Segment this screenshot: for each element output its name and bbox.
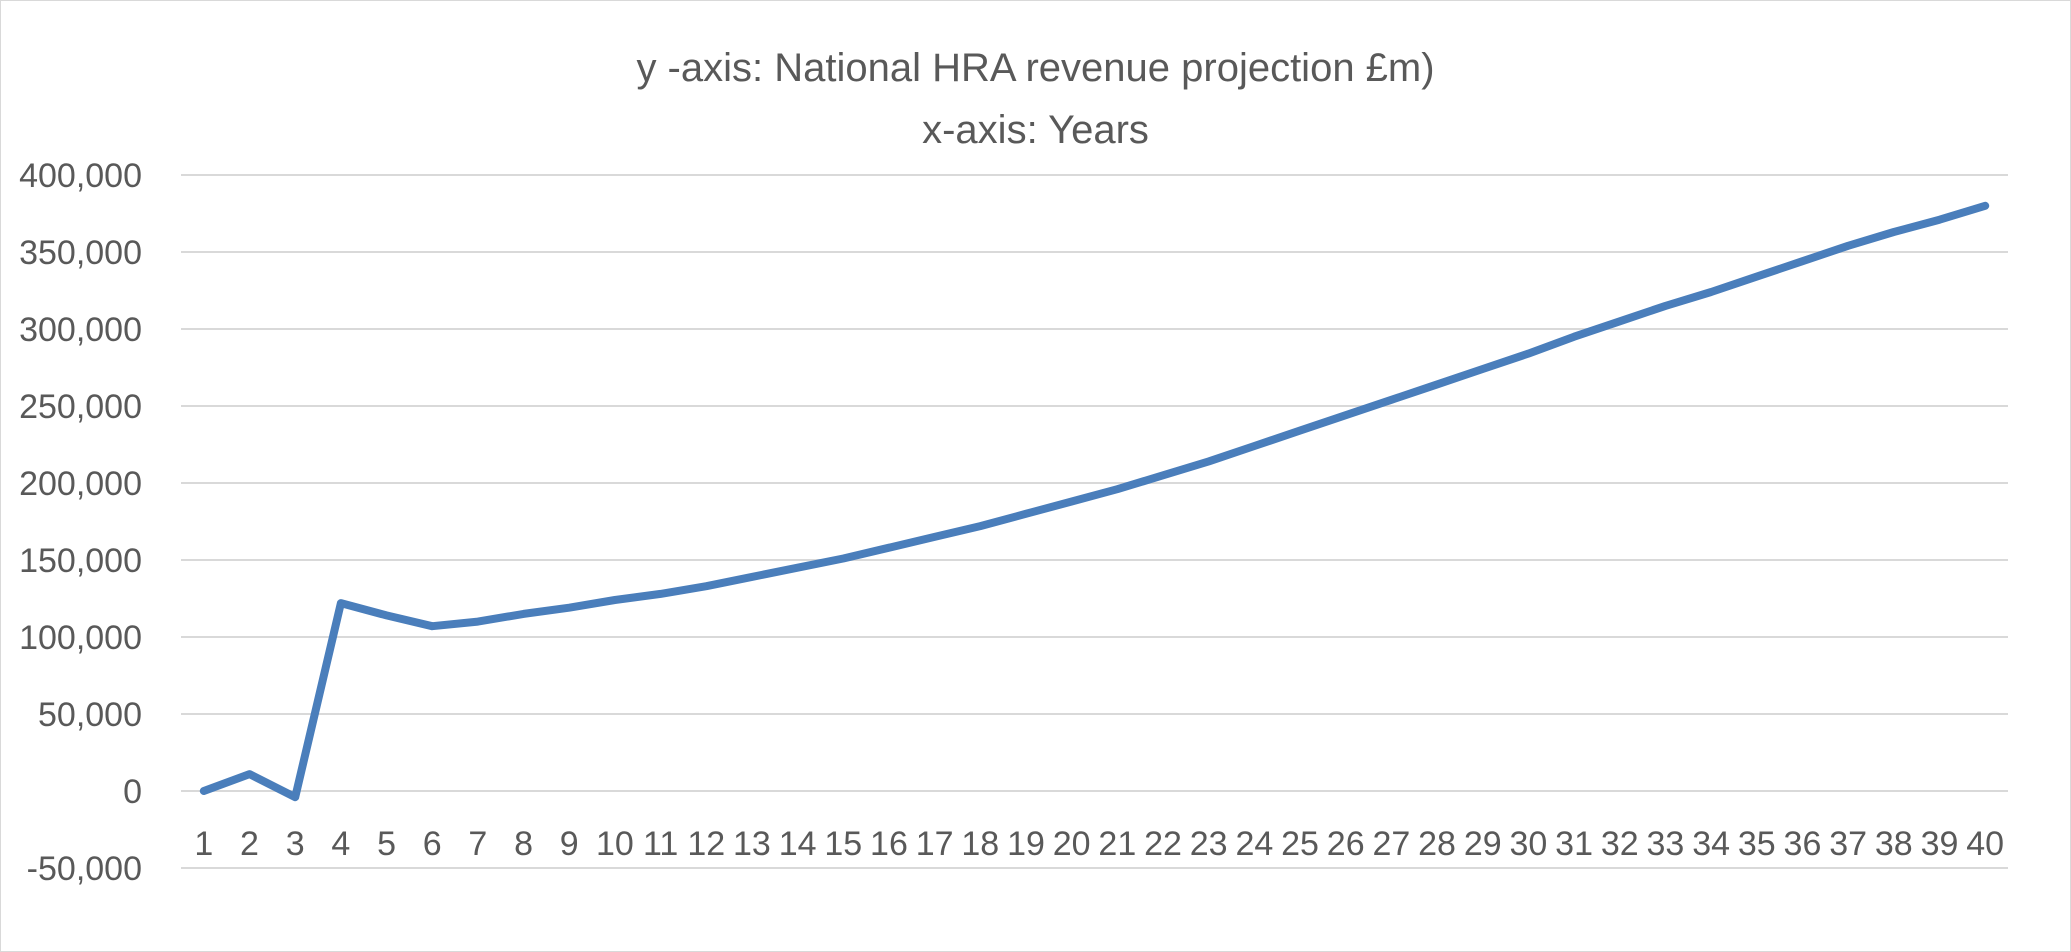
x-tick-label: 32 bbox=[1601, 825, 1639, 863]
gridlines bbox=[181, 174, 2008, 869]
x-tick-label: 18 bbox=[961, 825, 999, 863]
y-tick-label: 400,000 bbox=[19, 157, 142, 195]
series-line bbox=[199, 201, 1990, 802]
x-tick-label: 6 bbox=[423, 825, 442, 863]
x-tick-label: 26 bbox=[1327, 825, 1365, 863]
x-tick-label: 12 bbox=[687, 825, 725, 863]
x-tick-label: 14 bbox=[779, 825, 817, 863]
x-tick-label: 22 bbox=[1144, 825, 1182, 863]
x-tick-label: 11 bbox=[643, 825, 678, 863]
x-tick-label: 1 bbox=[194, 825, 213, 863]
y-axis-tick-labels: -50,000 0 50,000 100,000 150,000 200,000 250,0… bbox=[19, 157, 142, 888]
x-tick-label: 16 bbox=[870, 825, 908, 863]
x-tick-label: 29 bbox=[1464, 825, 1502, 863]
y-tick-label: 250,000 bbox=[19, 388, 142, 426]
x-tick-label: 5 bbox=[377, 825, 396, 863]
x-tick-label: 17 bbox=[916, 825, 954, 863]
x-tick-label: 15 bbox=[824, 825, 862, 863]
x-tick-label: 28 bbox=[1418, 825, 1456, 863]
x-tick-label: 20 bbox=[1053, 825, 1091, 863]
x-tick-label: 31 bbox=[1555, 825, 1593, 863]
x-tick-label: 10 bbox=[596, 825, 634, 863]
x-tick-label: 8 bbox=[514, 825, 533, 863]
y-tick-label: 0 bbox=[123, 773, 142, 811]
y-tick-label: 150,000 bbox=[19, 542, 142, 580]
x-tick-label: 9 bbox=[560, 825, 579, 863]
x-tick-label: 39 bbox=[1921, 825, 1959, 863]
x-tick-label: 2 bbox=[240, 825, 259, 863]
y-tick-label: 300,000 bbox=[19, 311, 142, 349]
x-tick-label: 33 bbox=[1647, 825, 1685, 863]
y-tick-label: -50,000 bbox=[27, 850, 142, 888]
x-tick-label: 13 bbox=[733, 825, 771, 863]
x-tick-label: 24 bbox=[1235, 825, 1273, 863]
x-tick-label: 7 bbox=[468, 825, 487, 863]
chart-title-line-2: x-axis: Years bbox=[922, 108, 1149, 152]
chart-title-line-1: y -axis: National HRA revenue projection… bbox=[636, 46, 1435, 90]
y-tick-label: 200,000 bbox=[19, 465, 142, 503]
x-tick-label: 35 bbox=[1738, 825, 1776, 863]
y-tick-label: 50,000 bbox=[38, 696, 142, 734]
x-axis-tick-labels: 1 2 3 4 5 6 7 8 9 10 11 12 13 14 15 16 17 18 19 20 21 22 23 24 2… bbox=[194, 825, 2004, 863]
x-tick-label: 38 bbox=[1875, 825, 1913, 863]
x-tick-label: 40 bbox=[1966, 825, 2004, 863]
y-tick-label: 350,000 bbox=[19, 234, 142, 272]
x-tick-label: 21 bbox=[1098, 825, 1136, 863]
x-tick-label: 23 bbox=[1190, 825, 1228, 863]
y-tick-label: 100,000 bbox=[19, 619, 142, 657]
x-tick-label: 19 bbox=[1007, 825, 1045, 863]
x-tick-label: 34 bbox=[1692, 825, 1730, 863]
x-tick-label: 37 bbox=[1829, 825, 1867, 863]
x-tick-label: 27 bbox=[1372, 825, 1410, 863]
x-tick-label: 4 bbox=[331, 825, 350, 863]
x-tick-label: 36 bbox=[1784, 825, 1822, 863]
x-tick-label: 3 bbox=[286, 825, 305, 863]
x-tick-label: 25 bbox=[1281, 825, 1319, 863]
x-tick-label: 30 bbox=[1509, 825, 1547, 863]
series-group bbox=[199, 201, 1990, 802]
